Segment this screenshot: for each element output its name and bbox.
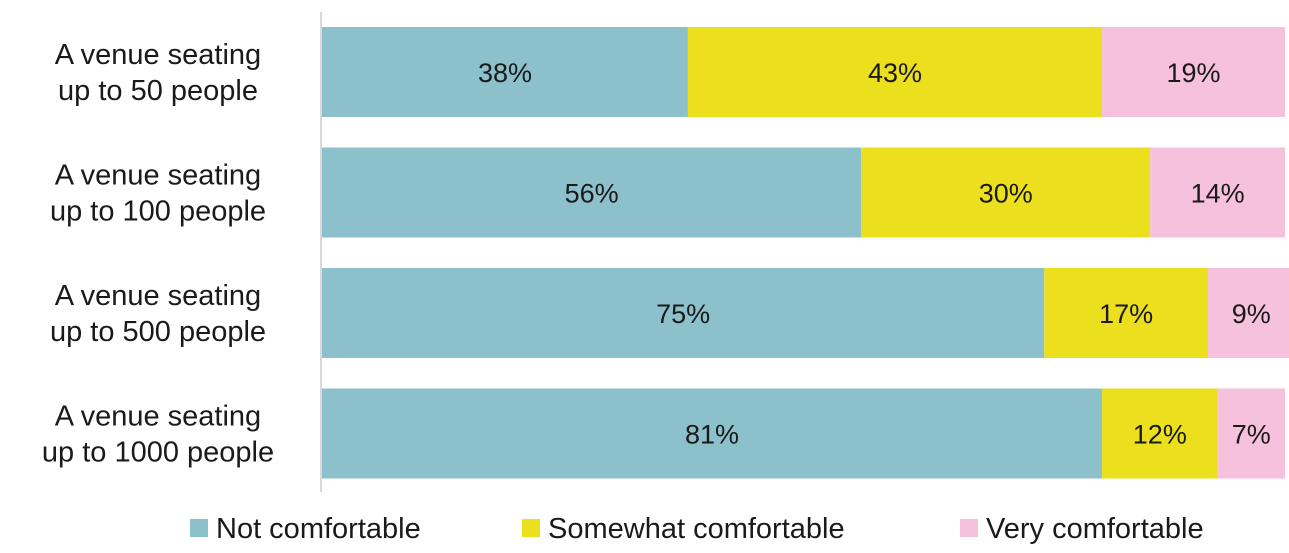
category-label: A venue seating up to 1000 people bbox=[42, 401, 274, 469]
bar-segment-not-comfortable bbox=[322, 268, 1045, 358]
legend: Not comfortable Somewhat comfortable Very … bbox=[190, 513, 1204, 545]
category-label-line: A venue seating bbox=[55, 401, 261, 433]
data-label: 56% bbox=[565, 179, 619, 209]
legend-swatch-somewhat-comfortable bbox=[522, 519, 540, 537]
legend-swatch-very-comfortable bbox=[960, 519, 978, 537]
data-label: 30% bbox=[979, 179, 1033, 209]
category-label-line: A venue seating bbox=[55, 39, 261, 71]
data-label: 19% bbox=[1166, 58, 1220, 88]
category-label-line: A venue seating bbox=[55, 160, 261, 192]
data-label: 75% bbox=[656, 299, 710, 329]
data-label: 81% bbox=[685, 420, 739, 450]
category-label-line: A venue seating bbox=[55, 280, 261, 312]
category-label-line: up to 50 people bbox=[58, 75, 258, 107]
bar-segment-not-comfortable bbox=[322, 27, 688, 117]
bar-segment-very-comfortable bbox=[1207, 268, 1289, 358]
legend-label-not-comfortable: Not comfortable bbox=[216, 513, 421, 545]
bar-segment-not-comfortable bbox=[322, 147, 862, 238]
category-label: A venue seating up to 100 people bbox=[50, 160, 266, 228]
data-label: 7% bbox=[1232, 420, 1271, 450]
bar-segment-very-comfortable bbox=[1102, 27, 1285, 117]
legend-label-somewhat-comfortable: Somewhat comfortable bbox=[548, 513, 845, 545]
bar-segment-not-comfortable bbox=[322, 388, 1103, 479]
data-label: 12% bbox=[1133, 420, 1187, 450]
bar-segment-somewhat-comfortable bbox=[1102, 388, 1218, 479]
data-label: 38% bbox=[478, 58, 532, 88]
data-label: 43% bbox=[868, 58, 922, 88]
data-label: 9% bbox=[1232, 299, 1271, 329]
bar-segment-somewhat-comfortable bbox=[687, 27, 1103, 117]
bar-segment-very-comfortable bbox=[1150, 147, 1285, 238]
bar-segment-somewhat-comfortable bbox=[861, 147, 1151, 238]
category-label-line: up to 500 people bbox=[50, 316, 266, 348]
legend-swatch-not-comfortable bbox=[190, 519, 208, 537]
data-label: 17% bbox=[1099, 299, 1153, 329]
legend-label-very-comfortable: Very comfortable bbox=[986, 513, 1204, 545]
category-label-line: up to 1000 people bbox=[42, 437, 274, 469]
bar-segment-very-comfortable bbox=[1217, 388, 1285, 479]
bar-segment-somewhat-comfortable bbox=[1044, 268, 1208, 358]
bars-layer: 38% 43% 19% 56% 30% 14% 75% 17% 9% 81% 12% 7% bbox=[322, 27, 1289, 479]
category-label: A venue seating up to 500 people bbox=[50, 280, 266, 348]
data-label: 14% bbox=[1191, 179, 1245, 209]
category-label: A venue seating up to 50 people bbox=[55, 39, 261, 107]
category-label-line: up to 100 people bbox=[50, 196, 266, 228]
